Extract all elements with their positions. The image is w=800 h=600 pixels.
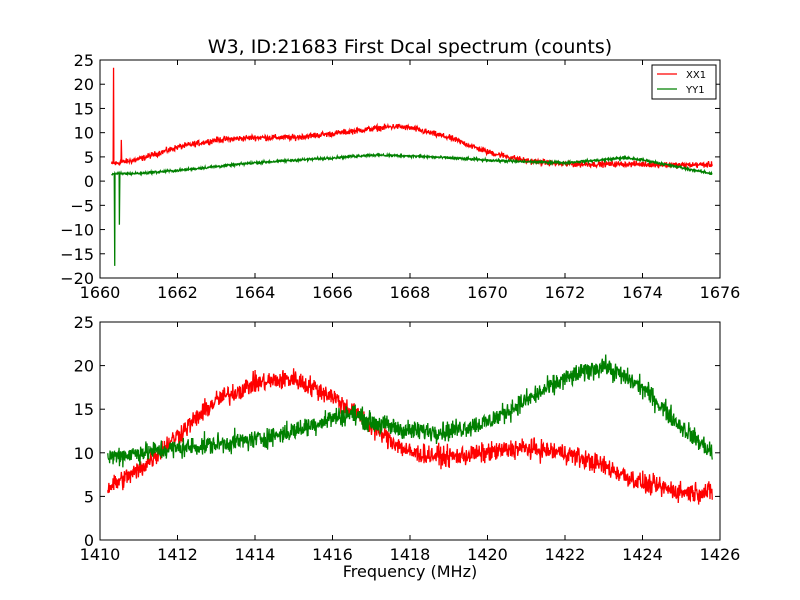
x-tick-label: 1412 (157, 545, 198, 564)
y-tick-label: −20 (60, 269, 94, 288)
y-tick-label: 10 (74, 124, 94, 143)
y-tick-label: 20 (74, 75, 94, 94)
series-line-xx1-panel-1 (107, 368, 713, 505)
y-tick-label: 15 (74, 400, 94, 419)
y-tick-label: 0 (84, 172, 94, 191)
legend-box (651, 64, 717, 100)
x-tick-label: 1422 (545, 545, 586, 564)
legend-label-xx1: XX1 (686, 70, 706, 81)
x-tick-label: 1420 (467, 545, 508, 564)
series-line-yy1-panel-1 (107, 354, 713, 468)
x-tick-label: 1666 (312, 283, 353, 302)
x-tick-label: 1418 (390, 545, 431, 564)
x-tick-label: 1674 (622, 283, 663, 302)
x-tick-label: 1662 (157, 283, 198, 302)
y-tick-label: 20 (74, 357, 94, 376)
x-tick-label: 1672 (545, 283, 586, 302)
x-tick-label: 1410 (80, 545, 121, 564)
chart-title: W3, ID:21683 First Dcal spectrum (counts… (208, 36, 612, 58)
y-tick-label: 5 (84, 487, 94, 506)
bottom-panel: Frequency (MHz) 1410 1412 1414 1416 1418 1420… (74, 313, 741, 581)
series-line-yy1-panel-0 (111, 151, 713, 266)
x-tick-label: 1416 (312, 545, 353, 564)
x-tick-label: 1424 (622, 545, 663, 564)
y-tick-label: 15 (74, 99, 94, 118)
x-tick-label: 1426 (700, 545, 741, 564)
x-tick-label: 1414 (235, 545, 276, 564)
x-tick-label: 1664 (235, 283, 276, 302)
y-tick-label: 25 (74, 313, 94, 332)
y-tick-label: 5 (84, 148, 94, 167)
x-tick-label: 1670 (467, 283, 508, 302)
x-tick-label: 1676 (700, 283, 741, 302)
y-tick-label: −5 (70, 196, 94, 215)
y-tick-label: −10 (60, 221, 94, 240)
legend-label-yy1: YY1 (685, 85, 705, 96)
y-tick-label: 0 (84, 531, 94, 550)
x-axis-label: Frequency (MHz) (343, 562, 477, 581)
series-line-xx1-panel-0 (110, 67, 713, 169)
y-tick-label: 10 (74, 444, 94, 463)
y-tick-label: −15 (60, 245, 94, 264)
x-tick-label: 1668 (390, 283, 431, 302)
top-panel: W3, ID:21683 First Dcal spectrum (counts… (60, 36, 740, 302)
y-tick-label: 25 (74, 51, 94, 70)
x-tick-label: 1660 (80, 283, 121, 302)
